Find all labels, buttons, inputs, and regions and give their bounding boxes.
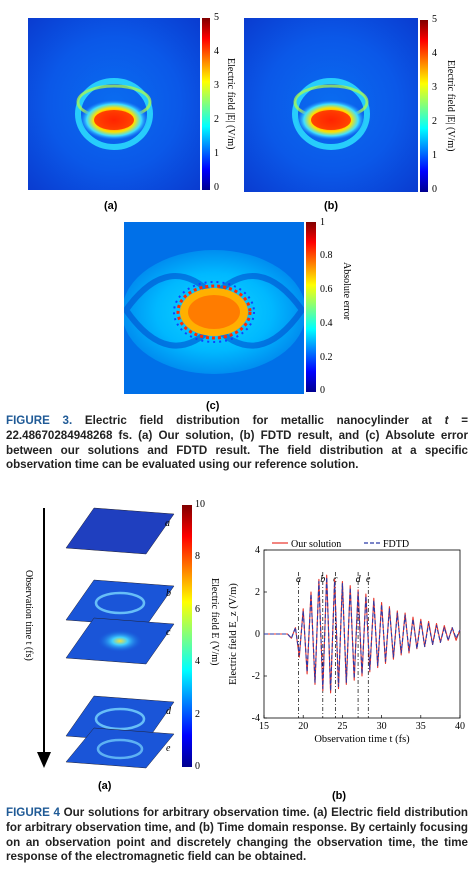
slice-a (65, 507, 175, 555)
x-tick-label: 35 (416, 721, 426, 732)
tick-label: 2 (432, 116, 437, 127)
tick-label: 0.4 (320, 318, 333, 329)
colorbar-fig4 (182, 505, 192, 767)
series-line-fdtd (264, 576, 461, 692)
tick-label: 0.6 (320, 284, 333, 295)
tick-label: 0.2 (320, 352, 333, 363)
panel-label-fig4-a: (a) (98, 780, 112, 792)
y-tick-label: 0 (255, 629, 260, 640)
figure-3-caption-head: FIGURE 3. (6, 414, 73, 427)
y-axis-label: Electric field E_z (V/m) (228, 583, 239, 685)
colorbar-a-label: Electric field |E| (V/m) (225, 58, 236, 150)
figure-3-caption-text-1: Electric field distribution for metallic… (72, 414, 445, 427)
marker-label-b: b (320, 574, 325, 585)
tick-label: 1 (214, 148, 219, 159)
panel-label-a: (a) (104, 200, 118, 212)
time-axis-label: Observation time t (fs) (23, 570, 34, 661)
colorbar-b-label: Electric field |E| (V/m) (445, 60, 456, 152)
x-axis-label: Observation time t (fs) (314, 734, 410, 745)
x-tick-label: 15 (259, 721, 269, 732)
tick-label: 1 (320, 217, 325, 228)
tick-label: 5 (214, 12, 219, 23)
y-tick-label: -2 (252, 671, 260, 682)
time-slices (65, 507, 175, 769)
colorbar-c-label: Absolute error (341, 262, 352, 321)
y-tick-label: 4 (255, 545, 260, 556)
tick-label: 4 (432, 48, 437, 59)
tick-label: 0 (195, 761, 200, 772)
tick-label: 0 (432, 184, 437, 195)
tick-label: 4 (195, 656, 200, 667)
tick-label: 2 (214, 114, 219, 125)
tick-label: 8 (195, 551, 200, 562)
panel-label-b: (b) (324, 200, 339, 212)
error-map-c (124, 222, 304, 394)
figure-4-caption-head: FIGURE 4 (6, 806, 60, 819)
time-axis-arrow (37, 508, 51, 768)
x-tick-label: 25 (337, 721, 347, 732)
slice-label: c (166, 627, 171, 638)
field-map-b (244, 18, 418, 192)
time-symbol: t (444, 414, 449, 427)
panel-label-fig4-b: (b) (332, 790, 347, 802)
colorbar-c (306, 222, 316, 392)
slice-label: e (166, 743, 171, 754)
marker-label-e: e (366, 574, 371, 585)
tick-label: 3 (432, 82, 437, 93)
tick-label: 0 (214, 182, 219, 193)
marker-label-d: d (356, 574, 362, 585)
tick-label: 10 (195, 499, 205, 510)
slice-e (65, 727, 175, 769)
figure-3-caption: FIGURE 3. Electric field distribution fo… (6, 414, 468, 473)
tick-label: 1 (432, 150, 437, 161)
figure-4-caption: FIGURE 4 Our solutions for arbitrary obs… (6, 806, 468, 865)
slice-b (65, 579, 175, 627)
figure-3-caption-text-2: = 22.48670284948268 fs. (a) Our solution… (6, 414, 468, 472)
tick-label: 2 (195, 709, 200, 720)
marker-label-a: a (296, 574, 301, 585)
figure-4-caption-text: Our solutions for arbitrary observation … (6, 806, 468, 864)
legend-label-fdtd: FDTD (383, 539, 409, 550)
panel-label-c: (c) (206, 400, 220, 412)
tick-label: 3 (214, 80, 219, 91)
y-tick-label: -4 (252, 713, 260, 724)
field-map-a (28, 18, 200, 190)
y-tick-label: 2 (255, 587, 260, 598)
slice-label: a (165, 518, 170, 529)
colorbar-fig4-label: Electric field E (V/m) (209, 578, 220, 666)
tick-label: 4 (214, 46, 219, 57)
colorbar-b (420, 20, 428, 192)
x-tick-label: 40 (455, 721, 465, 732)
series-line-ours (264, 574, 461, 694)
marker-label-c: c (333, 574, 338, 585)
x-tick-label: 20 (298, 721, 308, 732)
x-tick-label: 30 (377, 721, 387, 732)
legend-label-ours: Our solution (291, 539, 341, 550)
tick-label: 0 (320, 385, 325, 396)
slice-label: b (166, 588, 171, 599)
slice-label: d (166, 706, 171, 717)
tick-label: 6 (195, 604, 200, 615)
tick-label: 5 (432, 14, 437, 25)
tick-label: 0.8 (320, 250, 333, 261)
colorbar-a (202, 18, 210, 190)
